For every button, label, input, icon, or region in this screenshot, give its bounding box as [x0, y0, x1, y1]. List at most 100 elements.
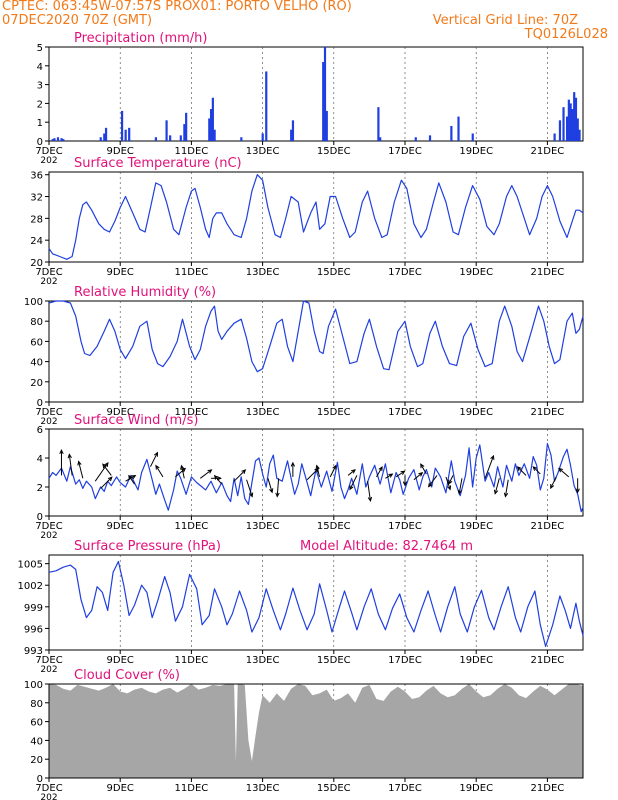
precip-bar — [169, 135, 172, 141]
precip-bar — [240, 137, 243, 141]
rh-panel — [45, 300, 584, 406]
cloud-frame-overlay — [48, 683, 584, 779]
precip-ytick-label: 0 — [37, 137, 43, 148]
precip-bar — [322, 62, 325, 141]
wind-vector-arrow — [246, 479, 254, 498]
cloud-xtick-label: 13DEC — [246, 783, 280, 794]
precip-bar — [154, 137, 157, 141]
wind-xtick-label: 9DEC — [107, 521, 134, 532]
wind-vector-head — [575, 488, 580, 494]
cloud-xtick-label: 17DEC — [388, 783, 422, 794]
wind-vector-arrow — [395, 470, 406, 478]
cloud-ytick-label: 20 — [30, 755, 43, 766]
cloud-xtick-label: 7DEC — [35, 783, 62, 794]
wind-vector-head — [457, 489, 462, 495]
wind-vector-arrow — [385, 473, 394, 479]
pressure-annotation: Model Altitude: 82.7464 m — [300, 539, 473, 554]
wind-vector-head — [427, 482, 433, 488]
precip-bar — [567, 99, 570, 141]
wind-year-fragment: 202 — [40, 531, 57, 541]
wind-vector-arrow — [267, 478, 274, 494]
wind-vector-head — [558, 467, 563, 473]
wind-vector-arrow — [349, 475, 358, 491]
wind-vector-shaft — [128, 475, 135, 485]
wind-vector-shaft — [445, 476, 451, 490]
wind-vector-arrow — [493, 478, 500, 495]
cloud-xtick-label: 19DEC — [459, 783, 493, 794]
wind-vector-arrow — [67, 453, 73, 476]
wind-xtick-label: 17DEC — [388, 521, 422, 532]
wind-vector-shaft — [233, 469, 246, 482]
temp-ytick-label: 20 — [30, 258, 43, 269]
wind-vector-head — [155, 464, 160, 470]
wind-vector-arrow — [213, 474, 223, 485]
precip-bar — [51, 139, 54, 141]
wind-vector-head — [131, 475, 137, 480]
rh-xtick-label: 17DEC — [388, 407, 422, 418]
wind-xtick-label: 21DEC — [531, 521, 565, 532]
wind-vector-head — [448, 479, 453, 485]
wind-vector-head — [269, 488, 274, 494]
wind-vector-arrow — [128, 474, 135, 485]
pressure-xtick-label: 21DEC — [531, 655, 565, 666]
precip-bar — [213, 129, 216, 141]
cloud-xtick-label: 15DEC — [317, 783, 351, 794]
wind-vector-shaft — [329, 465, 337, 478]
temp-xtick-label: 7DEC — [35, 267, 62, 278]
precip-bar — [569, 103, 572, 141]
wind-vector-head — [532, 466, 538, 471]
precip-bar — [571, 109, 574, 141]
rh-ytick-label: 60 — [30, 337, 43, 348]
wind-vector-shaft — [150, 452, 158, 467]
pressure-xtick-label: 9DEC — [107, 655, 134, 666]
wind-vector-arrow — [315, 464, 321, 477]
precip-bar — [211, 97, 214, 141]
wind-vector-shaft — [267, 478, 273, 493]
cloud-panel — [45, 683, 584, 782]
wind-ytick-label: 6 — [37, 425, 43, 436]
rh-ytick-label: 40 — [30, 358, 43, 369]
wind-vector-head — [77, 460, 82, 466]
wind-vector-shaft — [100, 476, 113, 489]
precip-xtick-label: 7DEC — [35, 146, 62, 157]
wind-vector-shaft — [276, 478, 280, 497]
precip-xtick-label: 15DEC — [317, 146, 351, 157]
wind-vector-arrow — [367, 481, 373, 502]
precip-bar — [124, 129, 127, 141]
wind-vector-shaft — [458, 478, 463, 494]
precip-panel — [45, 46, 584, 145]
precip-bar — [62, 139, 65, 141]
wind-vector-arrow — [457, 478, 463, 495]
wind-vector-head — [104, 462, 109, 468]
wind-vector-head — [107, 476, 113, 482]
rh-frame — [48, 300, 584, 403]
rh-xtick-label: 19DEC — [459, 407, 493, 418]
cloud-xtick-label: 21DEC — [531, 783, 565, 794]
wind-vector-arrow — [516, 466, 527, 476]
precip-bar — [261, 133, 264, 141]
wind-vector-arrow — [413, 472, 424, 481]
pressure-ytick-label: 993 — [24, 646, 43, 657]
wind-vector-head — [275, 492, 280, 498]
temp-title: Surface Temperature (nC) — [74, 156, 242, 171]
wind-vector-shaft — [532, 466, 541, 475]
precip-bar — [471, 133, 474, 141]
wind-vector-shaft — [413, 472, 423, 481]
wind-vector-head — [367, 496, 373, 502]
wind-vector-head — [249, 492, 254, 498]
wind-vector-shaft — [347, 469, 356, 476]
precip-bar — [185, 112, 188, 141]
wind-vector-shaft — [550, 476, 557, 489]
precip-bar — [574, 97, 578, 141]
wind-vector-arrow — [550, 476, 557, 490]
wind-vector-head — [180, 464, 185, 470]
wind-vector-shaft — [349, 475, 358, 490]
wind-vector-head — [153, 451, 158, 457]
wind-vector-arrow — [200, 469, 213, 479]
wind-vector-head — [378, 466, 383, 472]
wind-vector-arrow — [59, 449, 64, 476]
wind-vector-arrow — [275, 478, 280, 498]
wind-panel — [45, 428, 584, 520]
precip-bar — [60, 138, 63, 141]
pressure-title: Surface Pressure (hPa) — [74, 539, 221, 554]
